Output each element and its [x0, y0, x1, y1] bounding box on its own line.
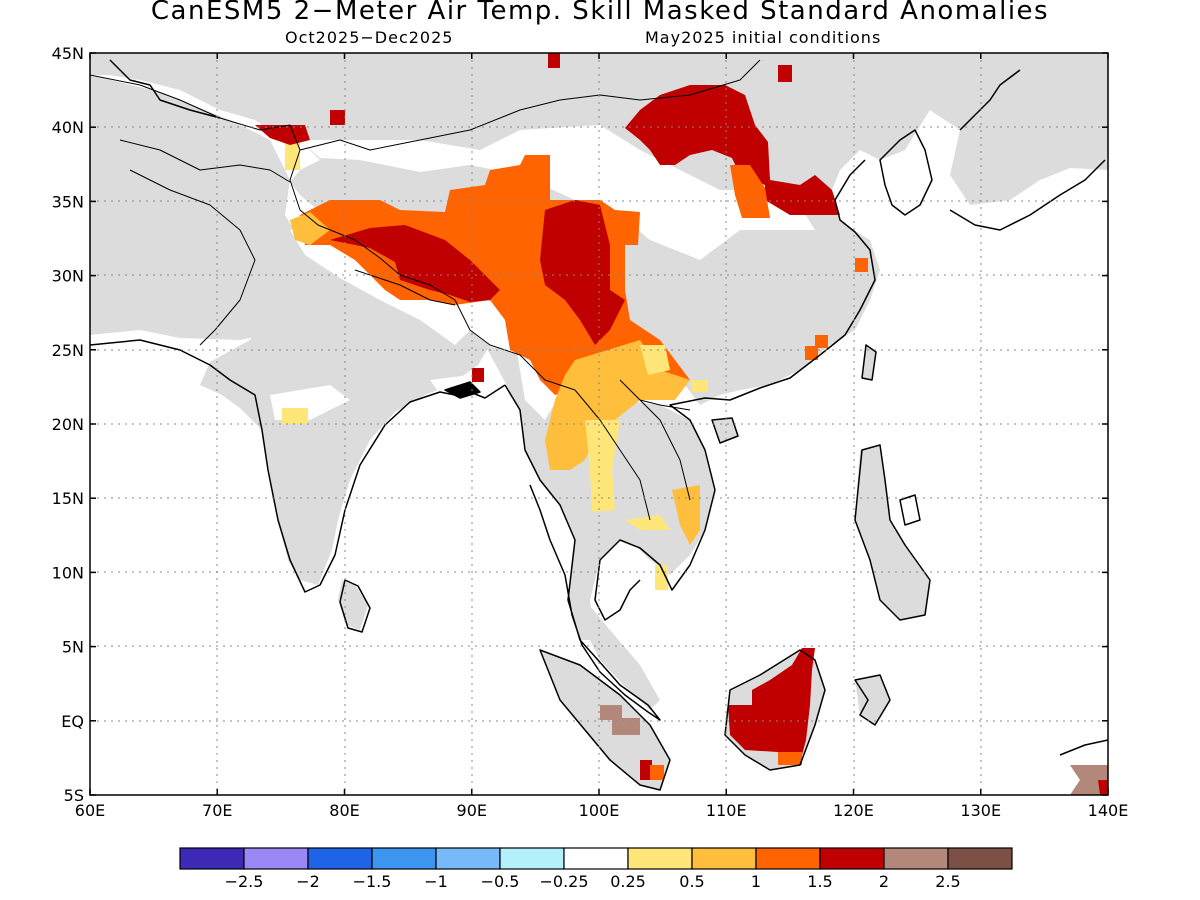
forecast-period: Oct2025−Dec2025	[285, 28, 454, 47]
colorbar-swatch	[435, 847, 501, 870]
anomaly-1-tibet-area	[290, 212, 700, 545]
coastlines	[90, 59, 1108, 791]
lat-tick-label: 30N	[52, 267, 84, 286]
border-southeast-asia	[574, 379, 691, 521]
anomaly-2-sumatra-area	[640, 760, 652, 780]
anomaly-0p5-indochina-area	[282, 135, 708, 590]
colorbar-swatch	[371, 847, 437, 870]
border-nepal	[354, 269, 456, 306]
anomaly-1p5-sumatra-area	[650, 765, 664, 780]
border-china-mongolia	[299, 59, 761, 151]
border-pakistan	[129, 169, 256, 346]
sulawesi	[855, 675, 890, 725]
colorbar-swatch	[883, 847, 949, 870]
bangladesh-delta	[444, 381, 481, 399]
coast-myanmar-thailand	[504, 384, 661, 721]
gridlines	[90, 53, 1108, 795]
lon-tick-label: 90E	[457, 801, 487, 820]
axis-ticks: 60E 70E 80E 90E 100E 110E 120E 130E 140E 45N 40N 35…	[52, 44, 1129, 820]
coast-indochina	[599, 159, 876, 591]
anomaly-2-tibet-area	[255, 110, 625, 345]
lon-tick-label: 110E	[706, 801, 747, 820]
coast-sri-lanka	[339, 579, 371, 633]
border-central-asia	[90, 74, 576, 391]
lat-tick-label: 5S	[64, 786, 84, 805]
colorbar-label: 0.25	[610, 872, 646, 891]
map-title: CanESM5 2−Meter Air Temp. Skill Masked S…	[150, 0, 1050, 26]
colorbar-swatch	[627, 847, 693, 870]
colorbar-label: 1	[751, 872, 761, 891]
coast-gulf-thailand	[594, 559, 641, 621]
border-afghanistan	[119, 139, 291, 183]
coast-sulawesi	[854, 674, 891, 726]
philippines	[855, 445, 930, 620]
borders	[90, 59, 761, 521]
colorbar-swatch	[691, 847, 757, 870]
anomaly-1p5-south-china-area	[805, 335, 828, 360]
coast-philippines	[854, 444, 931, 621]
near-normal-tarim-area	[300, 125, 815, 260]
colorbar-label: 2	[879, 872, 889, 891]
lat-tick-label: 5N	[62, 638, 84, 657]
lon-tick-label: 60E	[75, 801, 105, 820]
anomaly-1p5-borneo-area	[778, 752, 802, 765]
colorbar-swatch	[947, 847, 1013, 870]
lon-tick-label: 100E	[579, 801, 620, 820]
colorbar: −2.5 −2 −1.5 −1 −0.5 −0.25 0.25 0.5 1 1.5 2 2.5	[179, 847, 1013, 891]
anomaly-2-borneo-area	[728, 648, 815, 755]
colorbar-swatch	[563, 847, 629, 870]
initial-conditions: May2025 initial conditions	[645, 28, 882, 47]
lat-tick-label: 10N	[52, 563, 84, 582]
anomaly-2-new-guinea-corner	[1098, 780, 1108, 795]
colorbar-label: −2.5	[225, 872, 264, 891]
colorbar-label: −2	[296, 872, 320, 891]
lat-tick-label: 35N	[52, 192, 84, 211]
colorbar-label: −0.5	[481, 872, 520, 891]
coast-japan	[949, 69, 1106, 231]
coast-caspian-area	[109, 59, 221, 119]
coast-new-guinea	[1059, 739, 1108, 756]
lat-tick-label: 25N	[52, 341, 84, 360]
colorbar-label: −1	[424, 872, 448, 891]
lon-tick-label: 130E	[960, 801, 1001, 820]
lat-tick-label: 45N	[52, 44, 84, 63]
colorbar-swatch	[819, 847, 885, 870]
malay-peninsula	[585, 600, 660, 710]
colorbar-label: −1.5	[353, 872, 392, 891]
coast-taiwan	[861, 344, 877, 381]
colorbar-swatch	[307, 847, 373, 870]
colorbar-swatch	[243, 847, 309, 870]
lon-tick-label: 120E	[833, 801, 874, 820]
coast-korea	[879, 129, 933, 216]
lat-tick-label: 20N	[52, 415, 84, 434]
colorbar-swatch	[179, 847, 245, 870]
colorbar-label: −0.25	[539, 872, 588, 891]
colorbar-label: 2.5	[935, 872, 960, 891]
coast-india	[90, 339, 506, 593]
lat-tick-label: 15N	[52, 489, 84, 508]
colorbar-label: 0.5	[679, 872, 704, 891]
lat-tick-label: 40N	[52, 118, 84, 137]
colorbar-label: 1.5	[807, 872, 832, 891]
lon-tick-label: 140E	[1088, 801, 1129, 820]
lon-tick-label: 70E	[202, 801, 232, 820]
arabian-sea-coast-land	[90, 75, 318, 340]
coast-sumatra	[539, 649, 671, 791]
lon-tick-label: 80E	[329, 801, 359, 820]
anomaly-1p5-north-china-area	[730, 165, 868, 272]
anomaly-2-north-china-area	[548, 53, 840, 215]
anomaly-layer	[255, 53, 1108, 795]
anomaly-2-bangladesh-area	[472, 368, 484, 382]
map-area	[90, 53, 1108, 795]
coast-borneo	[724, 649, 826, 771]
colorbar-swatch	[755, 847, 821, 870]
lat-tick-label: EQ	[61, 712, 84, 731]
colorbar-swatch	[499, 847, 565, 870]
coast-hainan	[711, 417, 739, 444]
